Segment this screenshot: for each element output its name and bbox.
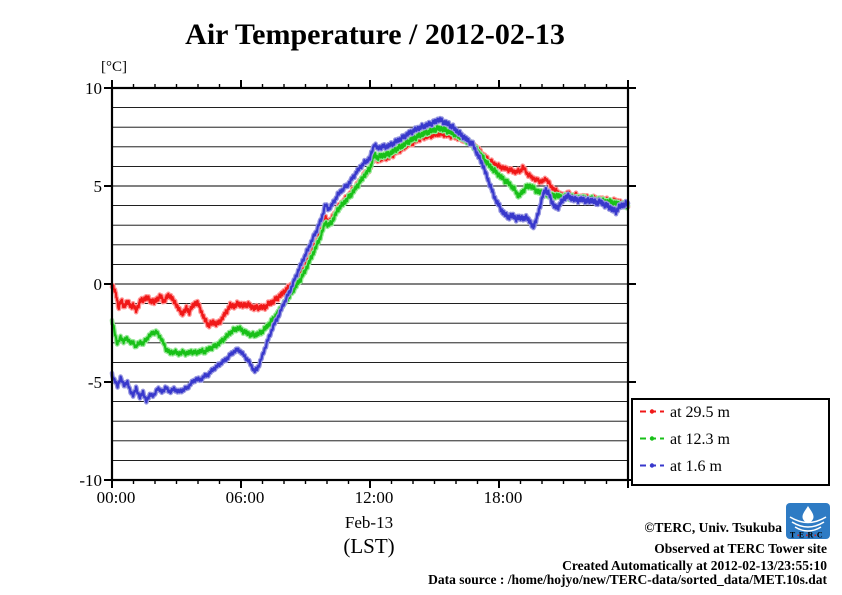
y-tick-label: -10 (79, 471, 102, 490)
observed-site-text: Observed at TERC Tower site (654, 541, 827, 556)
footer-credits: ©TERC, Univ. Tsukuba Observed at TERC To… (428, 520, 827, 587)
legend-item-29-5m: at 29.5 m (640, 404, 731, 421)
terc-logo: TERC (786, 503, 830, 540)
x-tick-label: 00:00 (97, 488, 136, 507)
x-tick-label: 06:00 (226, 488, 265, 507)
terc-logo-text: TERC (790, 531, 826, 540)
legend-frame (631, 398, 830, 486)
y-tick-label: 10 (85, 79, 102, 98)
x-tick-label: 18:00 (484, 488, 523, 507)
legend-label-1-6m: at 1.6 m (670, 458, 723, 475)
legend-item-1-6m: at 1.6 m (640, 458, 723, 475)
legend-marker-red-dot (649, 409, 655, 414)
terc-logo-dots (797, 534, 817, 537)
plot-frame (110, 86, 630, 482)
legend-item-12-3m: at 12.3 m (640, 431, 731, 448)
y-axis-unit-label: [°C] (101, 59, 127, 75)
y-tick-label: -5 (88, 373, 102, 392)
chart-title: Air Temperature / 2012-02-13 (185, 18, 565, 51)
data-source-text: Data source : /home/hojyo/new/TERC-data/… (428, 572, 827, 587)
legend-label-12-3m: at 12.3 m (670, 431, 731, 448)
x-axis-date-label: Feb-13 (345, 513, 393, 532)
series-halo-2 (109, 115, 631, 405)
x-tick-label: 12:00 (355, 488, 394, 507)
legend-marker-blue-dot (649, 463, 655, 468)
legend-marker-green-dot (649, 436, 655, 441)
ripple-arc-inner (794, 526, 822, 532)
ripple-arc-middle (791, 521, 825, 528)
x-axis-timezone-label: (LST) (343, 534, 394, 558)
water-drop-icon (802, 506, 814, 523)
y-tick-label: 5 (94, 177, 103, 196)
created-timestamp-text: Created Automatically at 2012-02-13/23:5… (562, 558, 827, 573)
ripple-arc-outer (789, 516, 827, 524)
series-lines (109, 115, 631, 405)
series-line-2 (110, 117, 630, 404)
copyright-text: ©TERC, Univ. Tsukuba (644, 520, 782, 535)
legend-box: at 29.5 m at 12.3 m at 1.6 m (631, 398, 830, 486)
y-tick-label: 0 (94, 275, 103, 294)
legend-label-29-5m: at 29.5 m (670, 404, 731, 421)
